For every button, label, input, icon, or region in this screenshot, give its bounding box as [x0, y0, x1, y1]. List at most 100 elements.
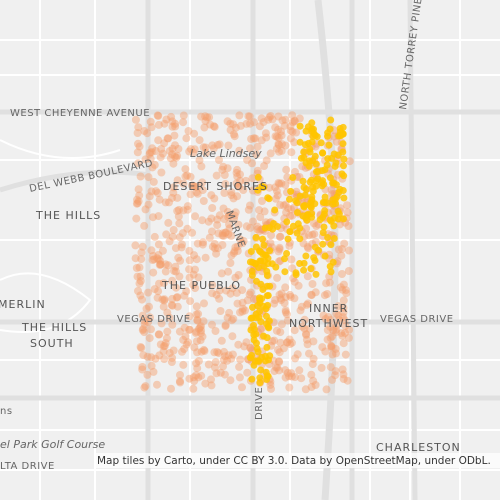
point [149, 367, 158, 376]
point [236, 355, 245, 364]
point [212, 171, 221, 180]
point [211, 244, 219, 253]
point [155, 279, 163, 288]
area-label: THE HILLS [21, 321, 87, 334]
point [201, 379, 210, 388]
point [229, 194, 238, 203]
point [308, 280, 317, 288]
point [345, 325, 354, 334]
point [185, 374, 194, 383]
point [252, 339, 260, 347]
point [230, 247, 239, 256]
point [327, 185, 336, 194]
point [308, 213, 316, 221]
point [339, 148, 347, 156]
point [168, 122, 177, 131]
point [182, 134, 191, 143]
point [323, 199, 331, 207]
point [292, 197, 300, 205]
point [250, 331, 258, 339]
point [296, 224, 304, 232]
point [165, 313, 174, 322]
point [251, 357, 259, 365]
point [192, 188, 201, 197]
point [138, 242, 147, 251]
area-label: CHARLESTON [376, 441, 461, 454]
point [156, 340, 165, 349]
point [188, 181, 196, 190]
point [323, 326, 332, 334]
point [234, 340, 243, 349]
point [285, 372, 293, 381]
point [323, 161, 331, 169]
point [233, 172, 242, 181]
point [293, 350, 302, 359]
point [310, 230, 319, 239]
point [249, 134, 258, 143]
point [253, 225, 262, 234]
point [238, 298, 247, 307]
point [131, 115, 140, 124]
point [189, 280, 198, 289]
point [271, 206, 279, 214]
point [179, 179, 188, 188]
point [322, 385, 331, 394]
point [247, 135, 256, 143]
point [327, 116, 335, 124]
point [285, 241, 294, 250]
point [274, 140, 283, 149]
point [272, 363, 280, 372]
point [169, 346, 178, 355]
point [311, 152, 319, 160]
point [140, 328, 149, 337]
point [268, 115, 277, 124]
road-label: LTA DRIVE [0, 461, 55, 472]
point [135, 191, 144, 200]
point [225, 308, 234, 317]
point [274, 140, 283, 149]
point [277, 296, 286, 305]
point [345, 246, 353, 255]
point [218, 231, 227, 240]
road-label: DRIVE [254, 387, 265, 420]
point [198, 216, 207, 225]
area-label: DESERT SHORES [163, 180, 268, 193]
point [182, 287, 191, 296]
point [283, 338, 292, 347]
point [171, 119, 180, 128]
point [326, 333, 335, 342]
point [185, 265, 194, 274]
point [257, 280, 265, 288]
point [196, 323, 205, 332]
point [168, 193, 176, 202]
point [249, 217, 257, 226]
point [236, 308, 244, 317]
point [256, 379, 264, 387]
point [140, 221, 149, 230]
point [209, 144, 218, 153]
point [204, 360, 213, 369]
point [340, 215, 347, 223]
point [238, 307, 247, 316]
point [278, 140, 286, 149]
point [191, 329, 200, 337]
point [231, 208, 240, 217]
point [252, 234, 260, 241]
point [263, 292, 271, 300]
point [132, 199, 141, 208]
point [224, 141, 233, 150]
point [253, 166, 262, 175]
attribution-bg [95, 453, 500, 468]
point [220, 215, 229, 223]
point [154, 212, 163, 221]
point [179, 118, 188, 127]
point [171, 122, 180, 131]
point [235, 362, 244, 371]
point [146, 154, 155, 163]
point [141, 205, 150, 214]
point [162, 230, 171, 239]
point [192, 359, 201, 368]
point [227, 231, 236, 240]
point [192, 310, 201, 319]
point [231, 123, 240, 132]
